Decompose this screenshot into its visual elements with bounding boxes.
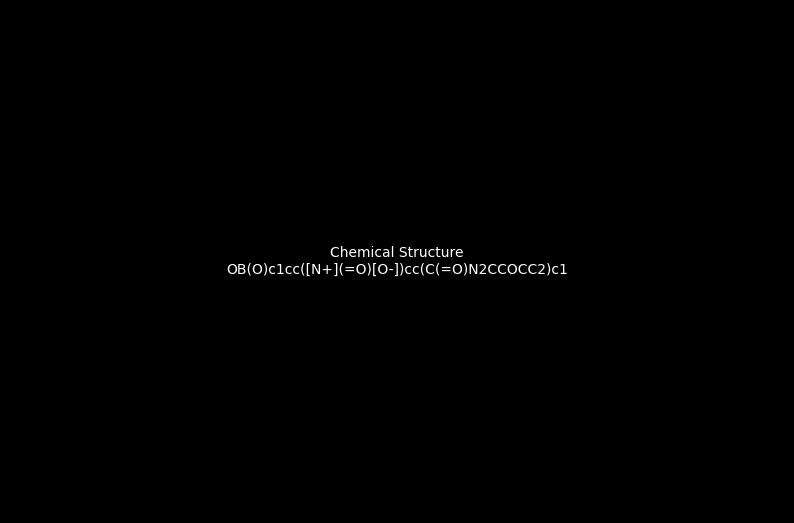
Text: Chemical Structure
OB(O)c1cc([N+](=O)[O-])cc(C(=O)N2CCOCC2)c1: Chemical Structure OB(O)c1cc([N+](=O)[O-… [226, 246, 568, 277]
